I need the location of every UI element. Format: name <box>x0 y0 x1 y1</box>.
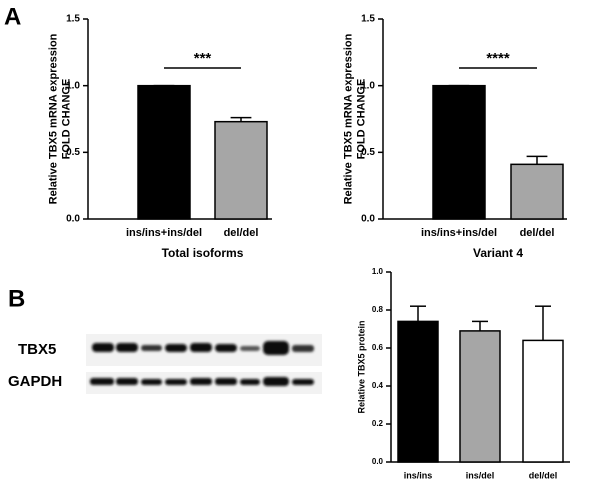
y-tick-label: 1.5 <box>361 14 375 25</box>
x-tick-label: ins/ins+ins/del <box>126 227 202 239</box>
bar <box>137 84 191 220</box>
y-tick-label: 1.0 <box>372 267 384 276</box>
y-axis-label: FOLD CHANGE <box>355 79 367 160</box>
x-tick-label: ins/del <box>466 470 495 480</box>
y-tick-label: 0.4 <box>372 381 384 390</box>
bar <box>510 163 564 220</box>
y-tick-label: 1.5 <box>66 14 80 25</box>
y-tick-label: 1.0 <box>66 80 80 91</box>
y-tick-label: 0.5 <box>361 147 375 158</box>
panel-label: A <box>4 3 21 30</box>
significance-label: **** <box>486 50 510 67</box>
y-tick-label: 0.2 <box>372 419 384 428</box>
y-axis-label: Relative TBX5 mRNA expression <box>342 33 354 204</box>
bar <box>459 330 501 463</box>
y-tick-label: 0.5 <box>66 147 80 158</box>
y-tick-label: 0.8 <box>372 305 384 314</box>
x-axis-label: Total isoforms <box>162 246 244 260</box>
y-axis-label: Relative TBX5 protein <box>356 320 366 413</box>
x-axis-label: Variant 4 <box>473 246 523 260</box>
bar <box>432 84 486 220</box>
panel-label: B <box>8 285 25 312</box>
y-axis-label: Relative TBX5 mRNA expression <box>47 33 59 204</box>
bar <box>214 120 268 220</box>
x-tick-label: del/del <box>224 227 259 239</box>
y-tick-label: 0.0 <box>66 214 80 225</box>
x-tick-label: del/del <box>520 227 555 239</box>
y-tick-label: 0.6 <box>372 343 384 352</box>
y-tick-label: 1.0 <box>361 80 375 91</box>
bar <box>522 339 564 463</box>
blot-label: GAPDH <box>8 373 62 390</box>
y-tick-label: 0.0 <box>372 457 384 466</box>
blot-label: TBX5 <box>18 341 56 358</box>
y-tick-label: 0.0 <box>361 214 375 225</box>
significance-label: *** <box>194 50 212 67</box>
x-tick-label: ins/ins <box>404 470 433 480</box>
bar <box>397 320 439 463</box>
x-tick-label: del/del <box>529 470 558 480</box>
y-axis-label: FOLD CHANGE <box>60 79 72 160</box>
x-tick-label: ins/ins+ins/del <box>421 227 497 239</box>
western-blot <box>86 334 322 394</box>
